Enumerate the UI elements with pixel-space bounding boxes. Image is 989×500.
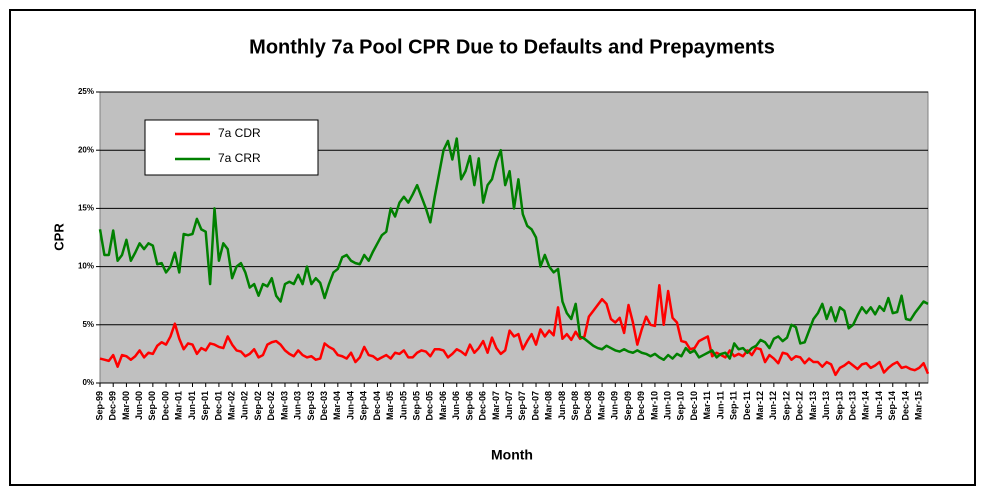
legend-label: 7a CDR bbox=[218, 126, 261, 140]
x-tick-label: Dec-07 bbox=[530, 391, 540, 421]
x-tick-label: Jun-10 bbox=[663, 391, 673, 420]
y-tick-label: 10% bbox=[78, 262, 94, 271]
x-tick-label: Mar-05 bbox=[385, 391, 395, 420]
x-tick-label: Jun-00 bbox=[134, 391, 144, 420]
x-tick-label: Dec-12 bbox=[795, 391, 805, 421]
x-tick-label: Mar-02 bbox=[227, 391, 237, 420]
data-line bbox=[99, 283, 930, 377]
x-tick-label: Mar-01 bbox=[174, 391, 184, 420]
x-tick-label: Jun-08 bbox=[557, 391, 567, 420]
x-tick-label: Mar-07 bbox=[491, 391, 501, 420]
x-tick-label: Sep-02 bbox=[253, 391, 263, 421]
x-tick-label: Mar-11 bbox=[702, 391, 712, 420]
x-tick-label: Sep-03 bbox=[306, 391, 316, 421]
x-tick-label: Sep-05 bbox=[411, 391, 421, 421]
x-tick-label: Mar-13 bbox=[808, 391, 818, 420]
x-tick-label: Jun-14 bbox=[874, 391, 884, 420]
x-tick-label: Dec-05 bbox=[425, 391, 435, 421]
x-tick-label: Sep-14 bbox=[887, 391, 897, 421]
x-tick-label: Dec-02 bbox=[266, 391, 276, 421]
x-tick-label: Mar-14 bbox=[861, 391, 871, 420]
x-tick-label: Mar-03 bbox=[279, 391, 289, 420]
x-tick-label: Dec-10 bbox=[689, 391, 699, 421]
legend-box bbox=[144, 119, 319, 176]
x-tick-label: Sep-08 bbox=[570, 391, 580, 421]
x-tick-label: Jun-07 bbox=[504, 391, 514, 420]
x-axis-label: Month bbox=[491, 447, 533, 463]
x-tick-label: Mar-10 bbox=[649, 391, 659, 420]
x-tick-label: Mar-15 bbox=[914, 391, 924, 420]
x-tick-label: Dec-06 bbox=[478, 391, 488, 421]
y-tick-label: 15% bbox=[78, 204, 94, 213]
x-tick-label: Jun-04 bbox=[345, 391, 355, 420]
x-tick-label: Jun-03 bbox=[293, 391, 303, 420]
x-tick-label: Dec-99 bbox=[108, 391, 118, 421]
x-tick-label: Sep-99 bbox=[94, 391, 104, 421]
y-tick-label: 25% bbox=[78, 87, 94, 96]
x-tick-label: Mar-09 bbox=[596, 391, 606, 420]
x-tick-label: Mar-04 bbox=[332, 391, 342, 420]
data-line bbox=[98, 137, 929, 361]
x-tick-label: Sep-10 bbox=[676, 391, 686, 421]
x-tick-label: Dec-14 bbox=[900, 391, 910, 421]
x-tick-label: Sep-07 bbox=[517, 391, 527, 421]
y-axis-label: CPR bbox=[51, 223, 66, 251]
x-tick-label: Dec-11 bbox=[742, 391, 752, 420]
legend-label: 7a CRR bbox=[218, 151, 261, 165]
y-tick-label: 0% bbox=[82, 378, 94, 387]
x-tick-label: Sep-13 bbox=[834, 391, 844, 421]
x-tick-label: Jun-12 bbox=[768, 391, 778, 420]
x-tick-label: Sep-12 bbox=[781, 391, 791, 421]
x-tick-label: Dec-09 bbox=[636, 391, 646, 421]
x-tick-label: Sep-06 bbox=[464, 391, 474, 421]
x-tick-label: Jun-01 bbox=[187, 391, 197, 420]
x-tick-label: Jun-02 bbox=[240, 391, 250, 420]
x-tick-label: Dec-13 bbox=[848, 391, 858, 421]
x-tick-label: Mar-06 bbox=[438, 391, 448, 420]
x-tick-label: Sep-04 bbox=[359, 391, 369, 421]
x-tick-label: Sep-11 bbox=[729, 391, 739, 420]
x-tick-label: Jun-09 bbox=[610, 391, 620, 420]
x-tick-label: Jun-11 bbox=[715, 391, 725, 420]
x-tick-label: Jun-05 bbox=[398, 391, 408, 420]
x-tick-label: Dec-00 bbox=[160, 391, 170, 421]
y-tick-label: 20% bbox=[78, 145, 94, 154]
x-tick-label: Sep-09 bbox=[623, 391, 633, 421]
x-tick-label: Sep-00 bbox=[147, 391, 157, 421]
x-tick-label: Jun-13 bbox=[821, 391, 831, 420]
x-tick-label: Sep-01 bbox=[200, 391, 210, 421]
x-tick-label: Mar-00 bbox=[121, 391, 131, 420]
x-tick-label: Dec-08 bbox=[583, 391, 593, 421]
x-tick-label: Mar-08 bbox=[544, 391, 554, 420]
chart-title: Monthly 7a Pool CPR Due to Defaults and … bbox=[249, 36, 775, 58]
x-tick-label: Dec-01 bbox=[213, 391, 223, 421]
y-tick-label: 5% bbox=[82, 320, 94, 329]
x-tick-label: Jun-06 bbox=[451, 391, 461, 420]
x-tick-label: Dec-04 bbox=[372, 391, 382, 421]
x-tick-label: Dec-03 bbox=[319, 391, 329, 421]
x-tick-label: Mar-12 bbox=[755, 391, 765, 420]
